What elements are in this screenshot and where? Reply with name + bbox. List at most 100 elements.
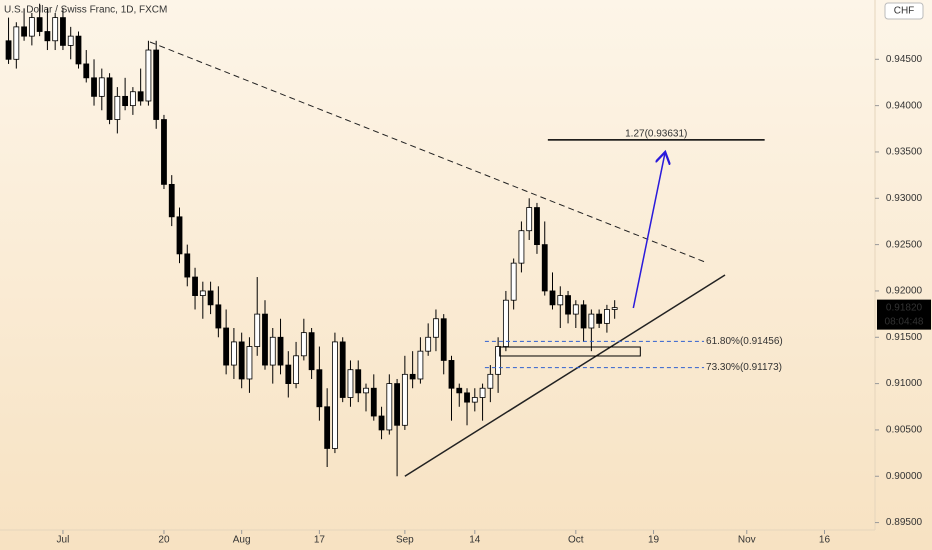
candle-body	[192, 276, 198, 296]
candle-body	[409, 373, 416, 380]
candle-body	[324, 406, 331, 449]
candle-body	[161, 119, 167, 185]
candle-body	[611, 307, 618, 310]
candle-body	[363, 387, 369, 394]
candle-body	[596, 313, 603, 324]
candle-body	[91, 77, 97, 97]
y-tick-label: 0.90000	[886, 471, 923, 482]
candle-body	[285, 364, 292, 385]
x-tick-label: 17	[314, 535, 326, 546]
candle-body	[98, 77, 105, 97]
x-tick-label: Sep	[396, 535, 414, 546]
y-tick-label: 0.91500	[886, 332, 923, 343]
candle-body	[122, 95, 129, 107]
candle-body	[580, 304, 587, 329]
fib-label: 61.80%(0.91456)	[706, 336, 783, 347]
candle-body	[207, 290, 214, 306]
x-tick-label: 19	[648, 535, 660, 546]
candle-body	[541, 244, 548, 292]
candle-body	[510, 262, 517, 301]
y-tick-label: 0.93000	[886, 193, 923, 204]
candle-body	[52, 17, 59, 42]
candle-body	[370, 387, 377, 417]
candle-body	[67, 35, 74, 46]
y-tick-label: 0.89500	[886, 517, 923, 528]
candle-body	[471, 397, 478, 403]
y-tick-label: 0.92000	[886, 286, 923, 297]
candle-body	[425, 336, 432, 352]
candle-body	[378, 415, 385, 431]
candle-body	[199, 290, 206, 296]
candle-body	[231, 341, 237, 366]
candle-body	[36, 17, 43, 32]
candle-body	[13, 26, 20, 60]
price-badge	[877, 299, 931, 330]
candle-body	[129, 91, 136, 107]
candle-body	[394, 383, 400, 426]
chart-title: U.S. Dollar / Swiss Franc, 1D, FXCM	[4, 5, 167, 16]
candle-body	[557, 295, 564, 306]
candle-body	[526, 207, 533, 232]
y-tick-label: 0.92500	[886, 239, 923, 250]
candle-body	[487, 373, 494, 389]
candle-body	[456, 387, 463, 394]
fib-label: 73.30%(0.91173)	[706, 362, 782, 373]
candle-body	[308, 332, 315, 371]
candle-body	[106, 77, 113, 120]
currency: CHF	[894, 6, 915, 17]
candle-body	[339, 341, 346, 398]
candle-body	[75, 35, 82, 65]
candle-body	[5, 40, 12, 60]
currency-badge[interactable]	[884, 2, 924, 20]
candle-body	[401, 373, 408, 426]
candle-body	[21, 26, 27, 37]
candle-body	[565, 295, 571, 315]
candle-body	[316, 369, 323, 408]
candle-body	[495, 346, 502, 375]
candle-body	[176, 216, 183, 255]
x-tick-label: 20	[158, 535, 170, 546]
candle-body	[534, 207, 540, 246]
candle-body	[277, 336, 284, 366]
candle-body	[262, 313, 268, 366]
candle-body	[28, 17, 35, 37]
candle-body	[417, 350, 424, 380]
x-tick-label: 16	[819, 535, 831, 546]
candle-body	[386, 383, 393, 431]
candle-body	[332, 341, 338, 449]
candle-body	[355, 369, 362, 394]
candle-body	[254, 313, 261, 347]
candle-body	[518, 230, 525, 264]
countdown: 08:04:48	[885, 316, 924, 327]
candle-body	[588, 313, 595, 329]
target-label: 1.27(0.93631)	[625, 128, 687, 139]
y-tick-label: 0.94000	[886, 100, 923, 111]
candle-body	[549, 290, 556, 306]
candle-body	[184, 253, 191, 278]
candle-body	[433, 318, 439, 338]
candle-body	[464, 392, 470, 403]
candle-body	[215, 304, 222, 329]
y-tick-label: 0.90500	[886, 425, 923, 436]
support-zone	[499, 346, 641, 357]
candle-body	[153, 49, 160, 120]
candle-body	[440, 318, 447, 361]
x-tick-label: Aug	[233, 535, 251, 546]
x-tick-label: Jul	[57, 535, 70, 546]
candle-body	[168, 183, 175, 218]
x-tick-label: 14	[469, 535, 481, 546]
candle-body	[300, 332, 307, 357]
trend-line	[404, 274, 726, 477]
candle-body	[44, 31, 51, 42]
candle-body	[269, 336, 276, 366]
candle-body	[604, 309, 610, 324]
candle-body	[502, 299, 509, 347]
last-price: 0.91820	[886, 302, 923, 313]
candle-body	[572, 304, 579, 315]
x-tick-label: Nov	[738, 535, 756, 546]
candle-body	[293, 355, 299, 385]
candle-body	[223, 327, 230, 366]
